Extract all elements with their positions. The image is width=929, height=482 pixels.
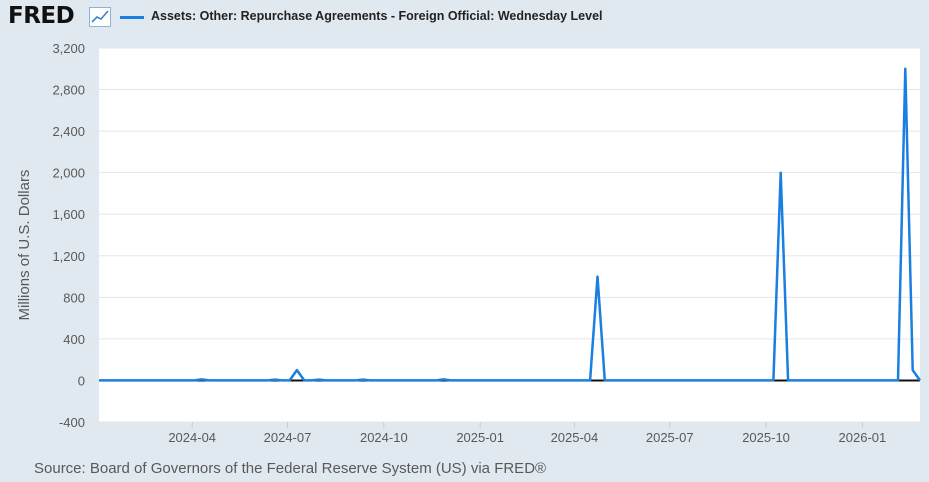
- x-tick-label: 2024-10: [360, 430, 408, 445]
- x-tick-label: 2026-01: [839, 430, 887, 445]
- series-line[interactable]: [99, 67, 922, 382]
- y-tick-label: -400: [59, 415, 85, 430]
- x-tick-label: 2024-07: [264, 430, 312, 445]
- fred-logo[interactable]: FRED: [8, 3, 75, 29]
- x-tick-label: 2025-07: [646, 430, 694, 445]
- x-tick-label: 2025-04: [551, 430, 599, 445]
- x-tick-label: 2025-01: [456, 430, 504, 445]
- y-tick-label: 1,200: [52, 249, 85, 264]
- y-axis-label: Millions of U.S. Dollars: [16, 170, 33, 321]
- series-title[interactable]: Assets: Other: Repurchase Agreements - F…: [151, 9, 603, 23]
- line-graph-icon: [89, 7, 111, 27]
- x-tick-label: 2024-04: [168, 430, 216, 445]
- y-tick-label: 0: [78, 373, 85, 388]
- y-tick-label: 3,200: [52, 41, 85, 56]
- x-axis-ticks: 2024-04 2024-07 2024-10 2025-01 2025-04 2025-…: [168, 422, 886, 445]
- legend-swatch: [120, 16, 144, 19]
- y-tick-label: 2,000: [52, 166, 85, 181]
- y-axis-ticks: -400 0 400 800 1,200 1,600 2,000 2,400 2,800 3,20…: [52, 41, 85, 430]
- plot-area: [99, 48, 920, 422]
- y-tick-label: 400: [63, 332, 85, 347]
- y-tick-label: 1,600: [52, 207, 85, 222]
- chart-header: FRED Assets: Other: Repurchase Agreement…: [0, 0, 929, 34]
- y-tick-label: 2,800: [52, 83, 85, 98]
- x-tick-label: 2025-10: [742, 430, 790, 445]
- source-note: Source: Board of Governors of the Federa…: [34, 460, 547, 477]
- y-tick-label: 2,400: [52, 124, 85, 139]
- y-tick-label: 800: [63, 290, 85, 305]
- series-layer: [99, 67, 922, 382]
